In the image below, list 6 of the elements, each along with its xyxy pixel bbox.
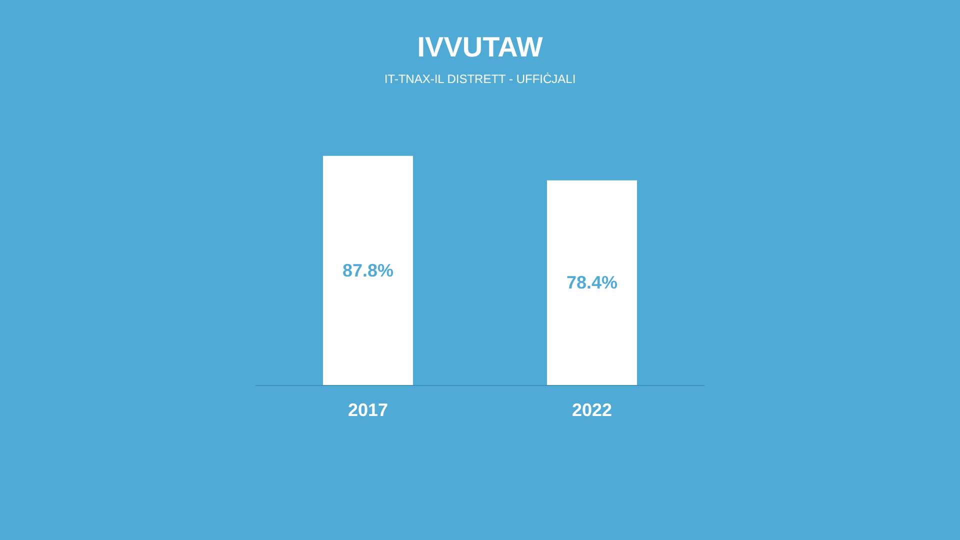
data-label: 78.4%: [566, 272, 618, 293]
chart-subtitle: IT-TNAX-IL DISTRETT - UFFIĊJALI: [384, 72, 576, 86]
x-tick-label: 2022: [572, 400, 612, 420]
x-tick-label: 2017: [348, 400, 388, 420]
data-label: 87.8%: [342, 260, 394, 280]
chart-title: IVVUTAW: [417, 32, 544, 62]
